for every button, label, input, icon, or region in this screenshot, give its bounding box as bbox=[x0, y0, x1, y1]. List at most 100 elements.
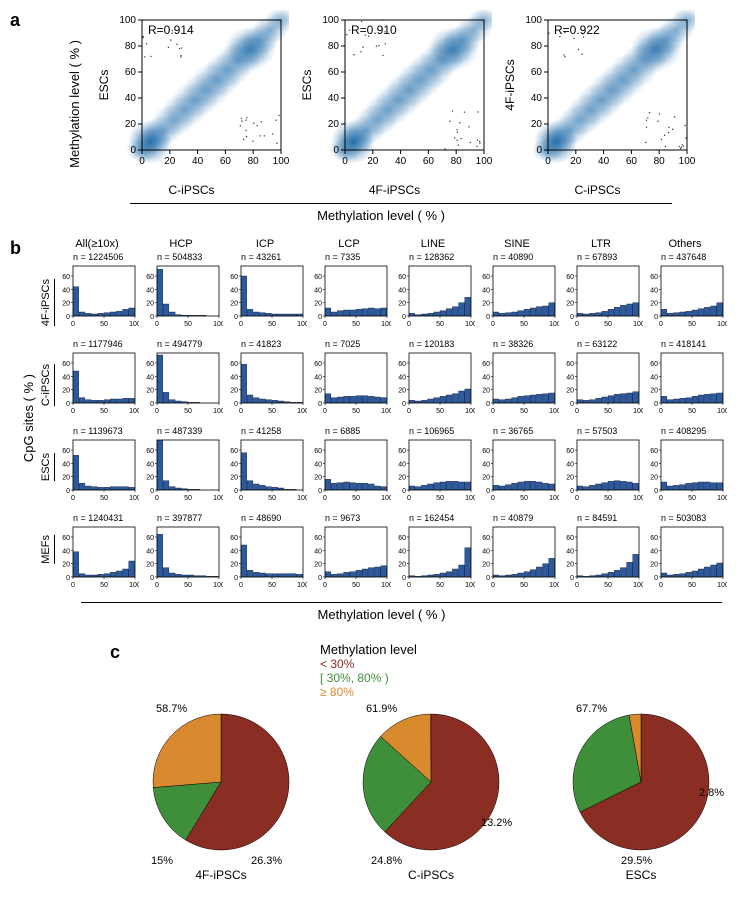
svg-text:20: 20 bbox=[482, 475, 490, 482]
row-label-unit: ESCs bbox=[40, 426, 55, 508]
svg-text:40: 40 bbox=[146, 287, 154, 294]
svg-text:0: 0 bbox=[575, 582, 579, 589]
svg-text:0: 0 bbox=[130, 145, 136, 156]
hist-cell: n = 418230204060050100 bbox=[223, 337, 307, 424]
svg-text:0: 0 bbox=[150, 575, 154, 582]
svg-text:0: 0 bbox=[323, 582, 327, 589]
svg-text:60: 60 bbox=[650, 274, 658, 281]
svg-text:50: 50 bbox=[604, 408, 612, 415]
svg-text:0: 0 bbox=[66, 314, 70, 321]
svg-text:40: 40 bbox=[398, 548, 406, 555]
svg-text:R=0.922: R=0.922 bbox=[554, 23, 600, 37]
hist-cell: n = 11396730204060050100 bbox=[55, 424, 139, 511]
svg-text:40: 40 bbox=[482, 461, 490, 468]
svg-text:20: 20 bbox=[566, 562, 574, 569]
n-label: n = 43261 bbox=[241, 252, 281, 262]
svg-text:0: 0 bbox=[486, 575, 490, 582]
n-label: n = 1224506 bbox=[73, 252, 123, 262]
scatter-plot: 002020404060608080100100R=0.914ESCsC-iPS… bbox=[94, 10, 289, 197]
svg-text:0: 0 bbox=[407, 408, 411, 415]
svg-text:80: 80 bbox=[654, 156, 666, 167]
svg-text:0: 0 bbox=[71, 408, 75, 415]
svg-text:100: 100 bbox=[476, 156, 492, 167]
svg-text:20: 20 bbox=[230, 388, 238, 395]
svg-text:20: 20 bbox=[566, 388, 574, 395]
hist-cell: n = 3978770204060050100 bbox=[139, 511, 223, 598]
hist-cell: n = 5030830204060050100 bbox=[643, 511, 727, 598]
n-label: n = 504833 bbox=[157, 252, 202, 262]
n-label: n = 128362 bbox=[409, 252, 454, 262]
svg-text:60: 60 bbox=[650, 448, 658, 455]
hist-cell: n = 1624540204060050100 bbox=[391, 511, 475, 598]
svg-text:20: 20 bbox=[398, 475, 406, 482]
hist-cell: n = 1201830204060050100 bbox=[391, 337, 475, 424]
hist-cell: n = 12404310204060050100 bbox=[55, 511, 139, 598]
svg-text:0: 0 bbox=[318, 314, 322, 321]
svg-text:50: 50 bbox=[268, 408, 276, 415]
svg-text:20: 20 bbox=[650, 475, 658, 482]
svg-text:0: 0 bbox=[654, 575, 658, 582]
legend-title: Methylation level bbox=[320, 642, 417, 657]
svg-text:60: 60 bbox=[62, 361, 70, 368]
n-label: n = 9673 bbox=[325, 513, 360, 523]
n-label: n = 38326 bbox=[493, 339, 533, 349]
svg-text:40: 40 bbox=[398, 374, 406, 381]
svg-text:100: 100 bbox=[717, 321, 727, 328]
hist-cols: All(≥10x)HCPICPLCPLINESINELTROthers n = … bbox=[55, 238, 727, 598]
svg-text:40: 40 bbox=[230, 374, 238, 381]
svg-text:0: 0 bbox=[139, 156, 145, 167]
svg-text:0: 0 bbox=[66, 575, 70, 582]
hist-row: n = 12245060204060050100n = 504833020406… bbox=[55, 250, 727, 337]
scatter-xlabel: C-iPSCs bbox=[500, 183, 695, 197]
svg-text:50: 50 bbox=[352, 495, 360, 502]
svg-text:80: 80 bbox=[248, 156, 260, 167]
svg-text:20: 20 bbox=[482, 562, 490, 569]
svg-text:60: 60 bbox=[398, 535, 406, 542]
svg-text:40: 40 bbox=[328, 93, 340, 104]
svg-text:40: 40 bbox=[62, 461, 70, 468]
svg-text:60: 60 bbox=[566, 448, 574, 455]
scatter-row: Methylation level ( % ) 0020204040606080… bbox=[20, 10, 742, 197]
svg-text:100: 100 bbox=[381, 408, 391, 415]
svg-text:0: 0 bbox=[71, 321, 75, 328]
scatter-plot: 002020404060608080100100R=0.9224F-iPSCsC… bbox=[500, 10, 695, 197]
svg-text:40: 40 bbox=[482, 374, 490, 381]
hist-cell: n = 4376480204060050100 bbox=[643, 250, 727, 337]
pie-pct: 24.8% bbox=[371, 855, 402, 867]
svg-text:60: 60 bbox=[482, 274, 490, 281]
n-label: n = 41258 bbox=[241, 426, 281, 436]
svg-text:100: 100 bbox=[129, 321, 139, 328]
svg-text:0: 0 bbox=[71, 582, 75, 589]
n-label: n = 57503 bbox=[577, 426, 617, 436]
hist-cell: n = 70250204060050100 bbox=[307, 337, 391, 424]
svg-text:60: 60 bbox=[220, 156, 232, 167]
svg-text:100: 100 bbox=[297, 321, 307, 328]
col-header: HCP bbox=[139, 238, 223, 250]
svg-text:60: 60 bbox=[482, 535, 490, 542]
svg-text:20: 20 bbox=[62, 562, 70, 569]
svg-text:50: 50 bbox=[352, 321, 360, 328]
svg-text:0: 0 bbox=[491, 582, 495, 589]
row-label: ESCs bbox=[40, 453, 55, 481]
n-label: n = 7025 bbox=[325, 339, 360, 349]
svg-text:100: 100 bbox=[213, 321, 223, 328]
svg-text:50: 50 bbox=[268, 582, 276, 589]
n-label: n = 487339 bbox=[157, 426, 202, 436]
svg-text:40: 40 bbox=[125, 93, 137, 104]
panel-b-underline bbox=[81, 602, 722, 603]
svg-text:0: 0 bbox=[323, 408, 327, 415]
svg-text:0: 0 bbox=[234, 401, 238, 408]
svg-text:0: 0 bbox=[575, 321, 579, 328]
svg-text:0: 0 bbox=[570, 488, 574, 495]
hist-cell: n = 96730204060050100 bbox=[307, 511, 391, 598]
svg-text:0: 0 bbox=[407, 321, 411, 328]
svg-text:50: 50 bbox=[436, 582, 444, 589]
svg-text:50: 50 bbox=[520, 408, 528, 415]
n-label: n = 84591 bbox=[577, 513, 617, 523]
hist-cell: n = 5048330204060050100 bbox=[139, 250, 223, 337]
svg-text:0: 0 bbox=[659, 582, 663, 589]
legend-item: < 30% bbox=[320, 657, 742, 671]
svg-text:60: 60 bbox=[146, 535, 154, 542]
pie-pct: 29.5% bbox=[621, 855, 652, 867]
svg-text:0: 0 bbox=[155, 495, 159, 502]
